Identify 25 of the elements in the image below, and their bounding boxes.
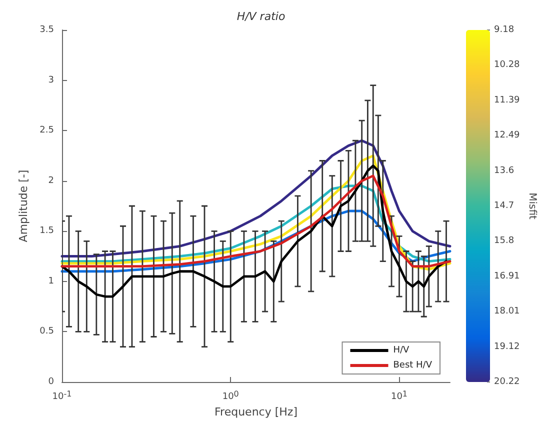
y-tick-label: 2.5 [40,126,54,136]
chart-title: H/V ratio [236,10,286,23]
color-bar-label: 20.22 [494,377,520,387]
color-bar-label: 18.01 [494,306,520,317]
y-tick-label: 1.5 [40,226,54,236]
y-tick-label: 0 [48,377,54,387]
y-tick-label: 3.5 [40,25,54,35]
color-bar-label: 11.39 [494,95,520,106]
y-tick-label: 1 [48,276,54,286]
y-axis-title: Amplitude [-] [16,170,30,242]
y-tick-label: 0.5 [40,326,54,337]
color-bar-label: 13.6 [494,166,514,176]
color-bar-label: 14.7 [494,201,514,211]
color-bar-label: 19.12 [494,342,520,352]
x-axis-title: Frequency [Hz] [214,405,298,418]
color-bar-label: 16.91 [494,271,520,282]
y-tick-label: 2 [48,176,54,186]
legend-label: H/V [393,346,410,356]
y-tick-label: 3 [48,75,54,86]
legend-label: Best H/V [393,360,433,370]
color-bar-label: 10.28 [494,60,520,70]
color-bar-label: 12.49 [494,130,520,141]
color-bar-label: 15.8 [494,236,514,246]
color-bar-label: 9.18 [494,25,514,35]
color-bar-title: Misfit [526,192,538,220]
